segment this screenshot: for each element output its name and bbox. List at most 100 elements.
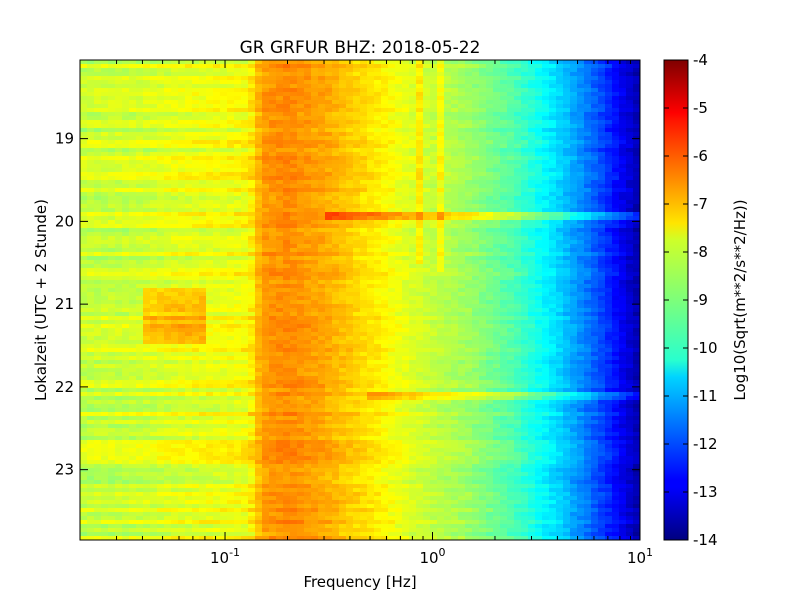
- heatmap-cell: [87, 488, 95, 493]
- heatmap-cell: [353, 448, 361, 453]
- heatmap-cell: [185, 200, 193, 205]
- heatmap-cell: [304, 60, 312, 65]
- heatmap-cell: [276, 404, 284, 409]
- heatmap-cell: [94, 280, 102, 285]
- heatmap-cell: [129, 284, 137, 289]
- heatmap-cell: [171, 300, 179, 305]
- heatmap-cell: [269, 364, 277, 369]
- heatmap-cell: [143, 296, 151, 301]
- heatmap-cell: [332, 432, 340, 437]
- heatmap-cell: [241, 420, 249, 425]
- heatmap-cell: [129, 424, 137, 429]
- heatmap-cell: [143, 260, 151, 265]
- heatmap-cell: [276, 244, 284, 249]
- heatmap-cell: [108, 100, 116, 105]
- heatmap-cell: [290, 176, 298, 181]
- heatmap-cell: [213, 188, 221, 193]
- heatmap-cell: [283, 292, 291, 297]
- heatmap-cell: [339, 252, 347, 257]
- heatmap-cell: [241, 496, 249, 501]
- heatmap-cell: [339, 84, 347, 89]
- heatmap-cell: [311, 404, 319, 409]
- heatmap-cell: [143, 284, 151, 289]
- heatmap-cell: [248, 508, 256, 513]
- heatmap-cell: [136, 204, 144, 209]
- heatmap-cell: [262, 80, 270, 85]
- heatmap-cell: [332, 192, 340, 197]
- heatmap-cell: [87, 520, 95, 525]
- heatmap-cell: [297, 444, 305, 449]
- heatmap-cell: [220, 536, 228, 540]
- heatmap-cell: [108, 196, 116, 201]
- heatmap-cell: [346, 464, 354, 469]
- heatmap-cell: [283, 384, 291, 389]
- heatmap-cell: [353, 164, 361, 169]
- heatmap-cell: [304, 524, 312, 529]
- heatmap-cell: [290, 256, 298, 261]
- heatmap-cell: [122, 480, 130, 485]
- heatmap-cell: [276, 132, 284, 137]
- heatmap-cell: [101, 528, 109, 533]
- heatmap-cell: [178, 296, 186, 301]
- heatmap-cell: [206, 360, 214, 365]
- heatmap-cell: [129, 496, 137, 501]
- heatmap-cell: [360, 60, 368, 65]
- heatmap-cell: [360, 220, 368, 225]
- heatmap-cell: [108, 388, 116, 393]
- heatmap-cell: [157, 88, 165, 93]
- heatmap-cell: [206, 256, 214, 261]
- heatmap-cell: [136, 184, 144, 189]
- heatmap-cell: [241, 116, 249, 121]
- heatmap-cell: [290, 436, 298, 441]
- heatmap-cell: [122, 328, 130, 333]
- heatmap-cell: [164, 416, 172, 421]
- heatmap-cell: [143, 68, 151, 73]
- heatmap-cell: [87, 532, 95, 537]
- heatmap-cell: [241, 332, 249, 337]
- heatmap-cell: [220, 436, 228, 441]
- heatmap-cell: [122, 144, 130, 149]
- heatmap-cell: [192, 168, 200, 173]
- heatmap-cell: [136, 252, 144, 257]
- heatmap-cell: [178, 448, 186, 453]
- heatmap-cell: [290, 512, 298, 517]
- heatmap-cell: [157, 220, 165, 225]
- heatmap-cell: [255, 500, 263, 505]
- heatmap-cell: [87, 448, 95, 453]
- heatmap-cell: [150, 440, 158, 445]
- heatmap-cell: [318, 520, 326, 525]
- heatmap-cell: [129, 84, 137, 89]
- heatmap-cell: [360, 528, 368, 533]
- heatmap-cell: [248, 104, 256, 109]
- heatmap-cell: [290, 164, 298, 169]
- heatmap-cell: [325, 400, 333, 405]
- heatmap-cell: [164, 352, 172, 357]
- heatmap-cell: [157, 136, 165, 141]
- heatmap-cell: [129, 212, 137, 217]
- heatmap-cell: [269, 496, 277, 501]
- heatmap-cell: [199, 172, 207, 177]
- heatmap-cell: [255, 80, 263, 85]
- heatmap-cell: [94, 472, 102, 477]
- heatmap-cell: [136, 208, 144, 213]
- heatmap-cell: [332, 156, 340, 161]
- heatmap-cell: [87, 96, 95, 101]
- heatmap-cell: [143, 456, 151, 461]
- heatmap-cell: [129, 320, 137, 325]
- heatmap-cell: [241, 304, 249, 309]
- heatmap-cell: [150, 488, 158, 493]
- heatmap-cell: [248, 356, 256, 361]
- heatmap-cell: [115, 196, 123, 201]
- heatmap-cell: [192, 412, 200, 417]
- heatmap-cell: [297, 500, 305, 505]
- heatmap-cell: [353, 364, 361, 369]
- heatmap-cell: [360, 80, 368, 85]
- heatmap-cell: [269, 452, 277, 457]
- heatmap-cell: [353, 272, 361, 277]
- heatmap-cell: [297, 508, 305, 513]
- heatmap-cell: [129, 336, 137, 341]
- heatmap-cell: [353, 232, 361, 237]
- heatmap-cell: [136, 180, 144, 185]
- heatmap-cell: [115, 68, 123, 73]
- heatmap-cell: [157, 128, 165, 133]
